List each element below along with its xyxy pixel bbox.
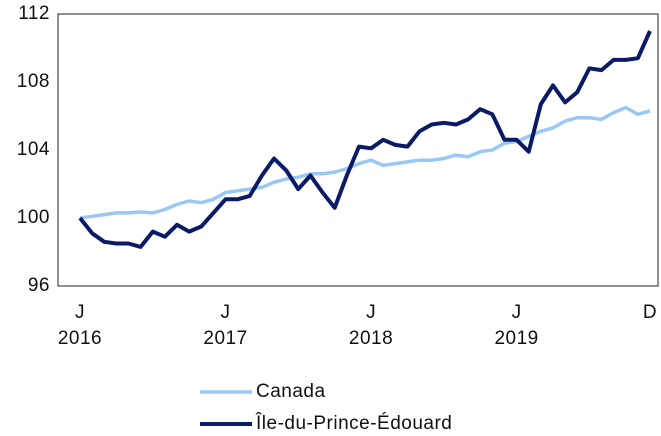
y-tick-label: 108: [17, 71, 50, 92]
x-year-label: 2016: [58, 328, 102, 349]
x-tick-label: J: [75, 302, 85, 323]
legend-label: Canada: [256, 381, 326, 402]
y-tick-label: 104: [17, 139, 50, 160]
x-tick-label: J: [512, 302, 522, 323]
y-tick-label: 100: [17, 207, 50, 228]
series-line: [78, 30, 652, 249]
y-tick-label: 96: [28, 275, 50, 296]
x-year-label: 2018: [349, 328, 393, 349]
x-tick-label: J: [366, 302, 376, 323]
x-year-label: 2019: [494, 328, 538, 349]
x-tick-label: J: [221, 302, 231, 323]
x-year-label: 2017: [203, 328, 247, 349]
plot-frame: [57, 13, 659, 287]
legend-label: Île-du-Prince-Édouard: [255, 412, 452, 434]
y-tick-label: 112: [18, 3, 50, 24]
series-line: [79, 105, 651, 220]
x-tick-label: D: [643, 302, 657, 323]
